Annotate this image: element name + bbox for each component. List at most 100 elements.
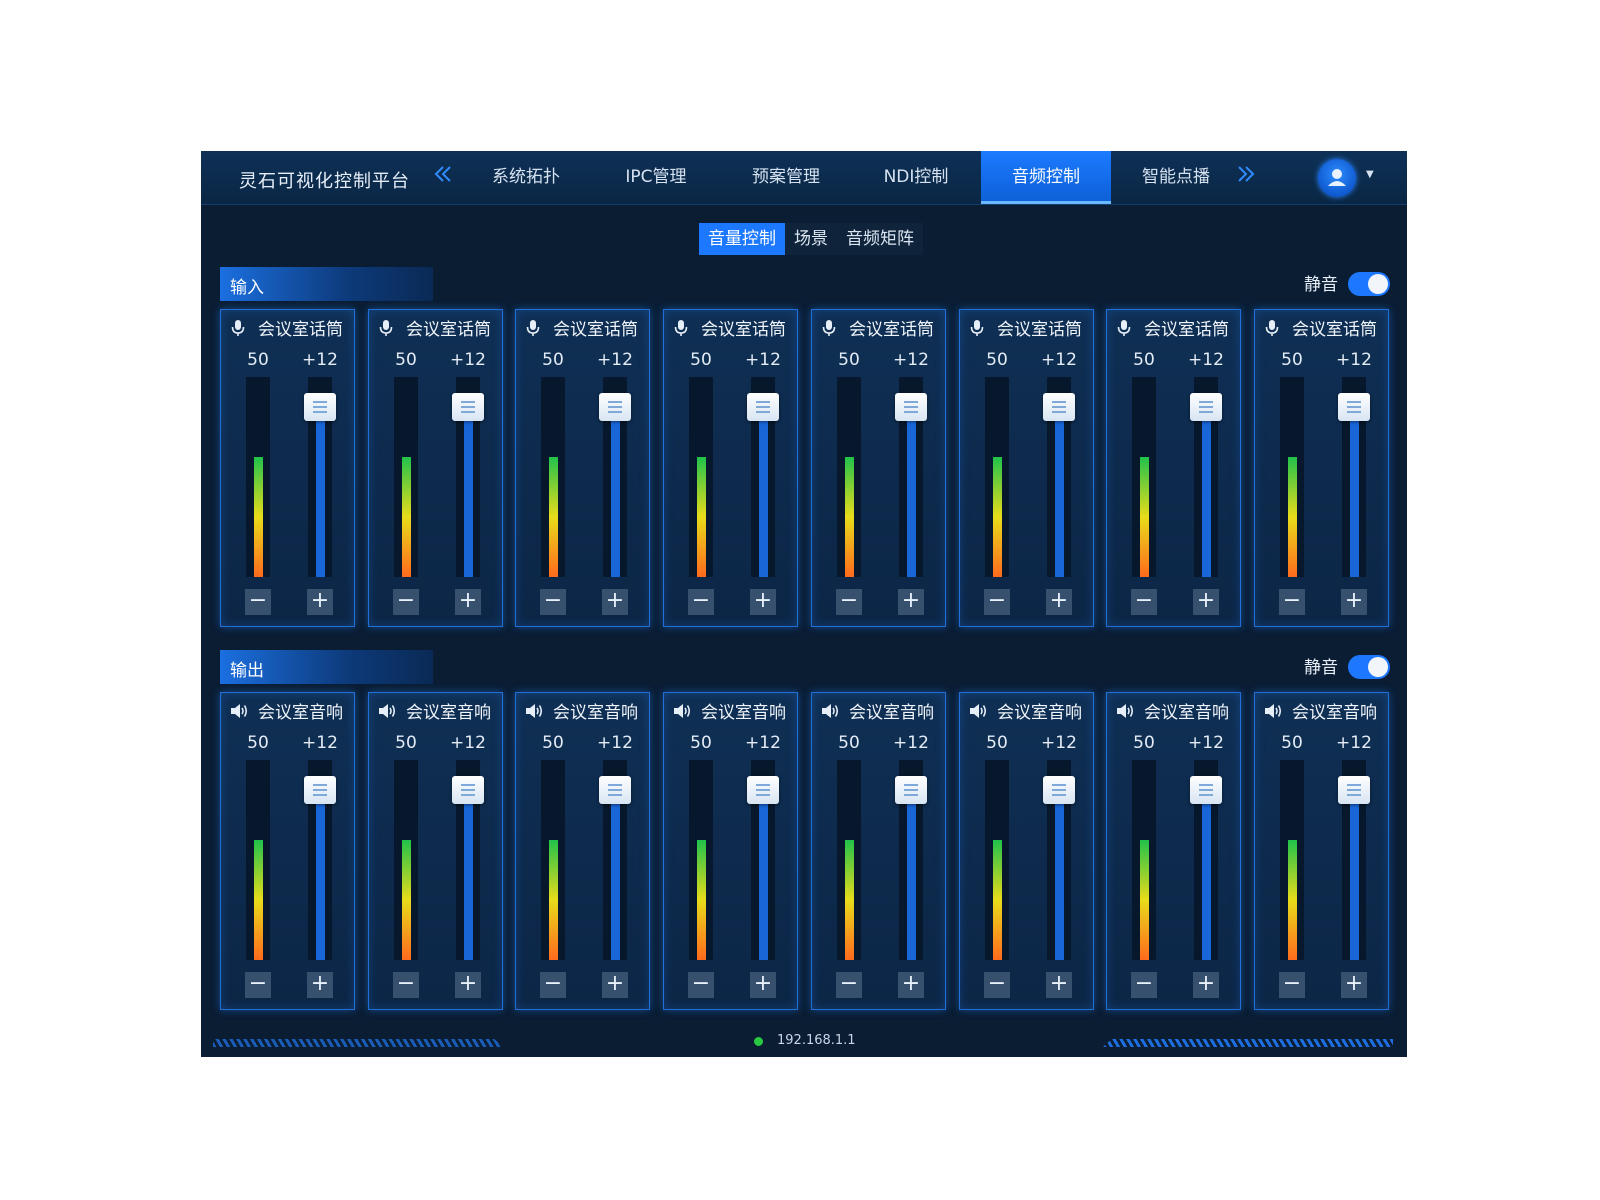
- user-avatar[interactable]: [1318, 159, 1356, 197]
- app-title: 灵石可视化控制平台: [239, 171, 410, 192]
- channel-gain-value: +12: [1188, 733, 1224, 753]
- fader-handle[interactable]: [452, 776, 484, 804]
- volume-fader[interactable]: [452, 760, 484, 960]
- fader-handle[interactable]: [1338, 393, 1370, 421]
- volume-fader[interactable]: [599, 760, 631, 960]
- volume-decrease-button[interactable]: −: [1131, 972, 1157, 998]
- volume-decrease-button[interactable]: −: [984, 589, 1010, 615]
- fader-handle[interactable]: [1043, 393, 1075, 421]
- volume-increase-button[interactable]: +: [898, 972, 924, 998]
- speaker-icon: [820, 702, 839, 720]
- fader-track-fill: [464, 790, 473, 960]
- volume-decrease-button[interactable]: −: [1131, 589, 1157, 615]
- volume-fader[interactable]: [304, 377, 336, 577]
- volume-decrease-button[interactable]: −: [688, 972, 714, 998]
- volume-decrease-button[interactable]: −: [540, 589, 566, 615]
- tab-audio-control[interactable]: 音频控制: [981, 151, 1111, 204]
- fader-handle[interactable]: [747, 393, 779, 421]
- volume-fader[interactable]: [1190, 377, 1222, 577]
- fader-handle[interactable]: [599, 776, 631, 804]
- fader-track-fill: [316, 790, 325, 960]
- channel-name: 会议室话筒: [406, 320, 491, 340]
- volume-increase-button[interactable]: +: [750, 589, 776, 615]
- fader-handle[interactable]: [304, 776, 336, 804]
- tab-system-topology[interactable]: 系统拓扑: [492, 167, 560, 187]
- volume-decrease-button[interactable]: −: [245, 589, 271, 615]
- volume-decrease-button[interactable]: −: [836, 972, 862, 998]
- nav-prev-icon[interactable]: [433, 164, 453, 189]
- tab-ndi-control[interactable]: NDI控制: [883, 167, 949, 187]
- output-mute-toggle[interactable]: [1348, 655, 1390, 679]
- volume-increase-button[interactable]: +: [602, 972, 628, 998]
- volume-increase-button[interactable]: +: [307, 589, 333, 615]
- fader-track-fill: [759, 790, 768, 960]
- volume-decrease-button[interactable]: −: [540, 972, 566, 998]
- volume-increase-button[interactable]: +: [898, 589, 924, 615]
- subtab-audio-matrix[interactable]: 音频矩阵: [846, 229, 914, 249]
- sub-tabs: 音量控制 场景 音频矩阵: [699, 223, 923, 255]
- volume-decrease-button[interactable]: −: [984, 972, 1010, 998]
- fader-handle[interactable]: [1043, 776, 1075, 804]
- channel-level-value: 50: [247, 733, 269, 753]
- volume-decrease-button[interactable]: −: [1279, 589, 1305, 615]
- volume-increase-button[interactable]: +: [1341, 589, 1367, 615]
- fader-handle[interactable]: [599, 393, 631, 421]
- volume-decrease-button[interactable]: −: [245, 972, 271, 998]
- volume-fader[interactable]: [1190, 760, 1222, 960]
- tab-plan-management[interactable]: 预案管理: [752, 167, 820, 187]
- footer-decoration-right: [1103, 1039, 1393, 1047]
- fader-handle[interactable]: [747, 776, 779, 804]
- volume-fader[interactable]: [304, 760, 336, 960]
- subtab-volume-control[interactable]: 音量控制: [699, 223, 785, 255]
- fader-handle[interactable]: [1338, 776, 1370, 804]
- chevron-down-icon[interactable]: ▼: [1366, 169, 1374, 180]
- output-channel-card: 会议室音响 50 +12 − +: [811, 692, 946, 1010]
- fader-handle[interactable]: [895, 393, 927, 421]
- tab-ipc-management[interactable]: IPC管理: [625, 167, 687, 187]
- level-meter-fill: [697, 457, 706, 577]
- volume-fader[interactable]: [1338, 760, 1370, 960]
- volume-decrease-button[interactable]: −: [393, 589, 419, 615]
- volume-fader[interactable]: [1043, 377, 1075, 577]
- microphone-icon: [672, 319, 690, 337]
- footer-status-bar: 192.168.1.1: [201, 1027, 1407, 1057]
- volume-fader[interactable]: [1043, 760, 1075, 960]
- volume-fader[interactable]: [599, 377, 631, 577]
- channel-gain-value: +12: [1336, 733, 1372, 753]
- volume-decrease-button[interactable]: −: [1279, 972, 1305, 998]
- volume-increase-button[interactable]: +: [750, 972, 776, 998]
- channel-level-value: 50: [395, 350, 417, 370]
- volume-increase-button[interactable]: +: [455, 972, 481, 998]
- volume-increase-button[interactable]: +: [1046, 589, 1072, 615]
- fader-track-fill: [907, 407, 916, 577]
- volume-increase-button[interactable]: +: [455, 589, 481, 615]
- volume-increase-button[interactable]: +: [1193, 589, 1219, 615]
- subtab-scene[interactable]: 场景: [794, 229, 828, 249]
- volume-fader[interactable]: [747, 377, 779, 577]
- input-mute-toggle[interactable]: [1348, 272, 1390, 296]
- output-channel-card: 会议室音响 50 +12 − +: [663, 692, 798, 1010]
- volume-decrease-button[interactable]: −: [688, 589, 714, 615]
- volume-decrease-button[interactable]: −: [393, 972, 419, 998]
- volume-fader[interactable]: [1338, 377, 1370, 577]
- volume-fader[interactable]: [895, 760, 927, 960]
- volume-increase-button[interactable]: +: [307, 972, 333, 998]
- fader-handle[interactable]: [1190, 393, 1222, 421]
- volume-increase-button[interactable]: +: [602, 589, 628, 615]
- volume-increase-button[interactable]: +: [1341, 972, 1367, 998]
- input-channel-card: 会议室话筒 50 +12 − +: [1106, 309, 1241, 627]
- tab-smart-vod[interactable]: 智能点播: [1142, 167, 1210, 187]
- input-channel-row: 会议室话筒 50 +12− + 会议室话筒 50 +12− + 会议室话筒 50 +12− + 会议室话…: [220, 309, 1390, 629]
- fader-handle[interactable]: [895, 776, 927, 804]
- nav-next-icon[interactable]: [1236, 164, 1256, 189]
- volume-fader[interactable]: [895, 377, 927, 577]
- microphone-icon: [968, 319, 986, 337]
- volume-increase-button[interactable]: +: [1193, 972, 1219, 998]
- volume-increase-button[interactable]: +: [1046, 972, 1072, 998]
- fader-handle[interactable]: [452, 393, 484, 421]
- volume-decrease-button[interactable]: −: [836, 589, 862, 615]
- volume-fader[interactable]: [452, 377, 484, 577]
- fader-handle[interactable]: [1190, 776, 1222, 804]
- volume-fader[interactable]: [747, 760, 779, 960]
- fader-handle[interactable]: [304, 393, 336, 421]
